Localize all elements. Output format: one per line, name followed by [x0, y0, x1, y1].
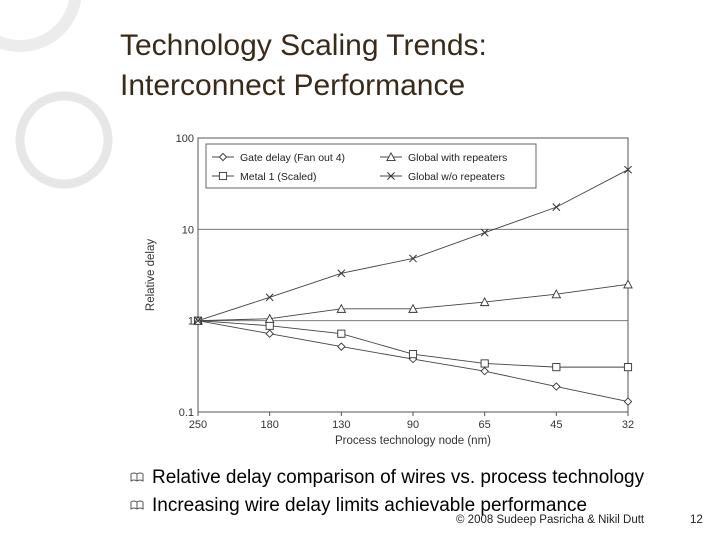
- series-line-3: [197, 283, 629, 322]
- y-tick-label: 100: [176, 133, 194, 145]
- series-2-point: [265, 321, 274, 330]
- y-tick-label: 1: [188, 316, 194, 328]
- x-tick-label: 90: [407, 419, 419, 431]
- x-tick-label: 130: [332, 419, 350, 431]
- series-4-point: [624, 165, 632, 174]
- bullet-list: Relative delay comparison of wires vs. p…: [130, 464, 644, 520]
- legend-marker: [218, 171, 228, 181]
- series-4-point: [552, 203, 561, 212]
- series-2-point: [337, 329, 346, 338]
- legend-marker: [386, 151, 396, 162]
- legend-label: Global with repeaters: [408, 152, 507, 164]
- series-2-point: [480, 359, 489, 368]
- x-marker-stroke: [387, 172, 395, 180]
- bullet-text-1: Relative delay comparison of wires vs. p…: [152, 467, 645, 488]
- series-line-4: [197, 169, 629, 322]
- bullet-text-2: Increasing wire delay limits achievable …: [152, 495, 588, 516]
- chart-legend: Gate delay (Fan out 4) Metal 1 (Scaled) Gl…: [205, 143, 537, 189]
- x-tick-label: 250: [189, 419, 207, 431]
- y-axis-label: Relative delay: [145, 239, 157, 311]
- series-2-point: [408, 350, 418, 359]
- series-1-point: [480, 366, 489, 376]
- title-line-2: Interconnect Performance: [120, 69, 466, 102]
- legend-marker: [218, 152, 228, 162]
- legend-label: Metal 1 (Scaled): [240, 171, 316, 183]
- series-3-point: [336, 303, 347, 313]
- x-marker-stroke: [194, 316, 202, 325]
- x-tick-label: 32: [622, 419, 634, 431]
- series-1-point: [265, 329, 274, 338]
- x-marker-stroke: [265, 293, 274, 302]
- series-1-point: [552, 382, 561, 391]
- chart-series: [193, 165, 633, 406]
- series-1-point: [623, 397, 633, 406]
- decorative-rings: [0, 0, 113, 189]
- x-marker-stroke: [552, 203, 561, 212]
- series-3-point: [623, 279, 633, 289]
- x-tick-label: 45: [550, 419, 562, 431]
- series-4-point: [337, 269, 346, 278]
- legend-label: Gate delay (Fan out 4): [240, 152, 345, 164]
- legend-box: [205, 143, 537, 189]
- bullet-item-2: Increasing wire delay limits achievable …: [130, 492, 644, 520]
- slide-title: Technology Scaling Trends: Interconnect …: [120, 26, 487, 106]
- bullet-item-1: Relative delay comparison of wires vs. p…: [130, 464, 644, 492]
- x-marker-stroke: [624, 165, 632, 174]
- legend-label: Global w/o repeaters: [408, 171, 505, 183]
- x-marker-stroke: [480, 228, 489, 237]
- x-tick-label: 180: [260, 419, 278, 431]
- x-axis-label: Process technology node (nm): [335, 435, 491, 447]
- x-tick-label: 65: [479, 419, 491, 431]
- series-3-point: [264, 313, 275, 323]
- y-tick-label: 10: [182, 224, 194, 236]
- series-2-point: [623, 363, 633, 372]
- footer-copyright: © 2008 Sudeep Pasricha & Nikil Dutt: [456, 514, 645, 526]
- x-marker-stroke: [337, 269, 346, 278]
- open-book-bullet-icon: [130, 500, 144, 510]
- series-2-point: [552, 363, 561, 372]
- series-3-point: [551, 289, 562, 299]
- series-1-point: [337, 342, 346, 351]
- legend-marker: [387, 172, 395, 180]
- open-book-bullet-icon: [130, 472, 144, 482]
- series-3-point: [479, 296, 490, 307]
- y-tick-label: 0.1: [179, 407, 194, 419]
- series-4-point: [480, 228, 489, 237]
- x-marker-stroke: [409, 254, 417, 263]
- series-3-point: [408, 303, 418, 313]
- page-number: 12: [690, 514, 703, 526]
- series-4-point: [194, 316, 202, 325]
- series-4-point: [409, 254, 417, 263]
- series-4-point: [265, 293, 274, 302]
- title-line-1: Technology Scaling Trends:: [120, 29, 487, 62]
